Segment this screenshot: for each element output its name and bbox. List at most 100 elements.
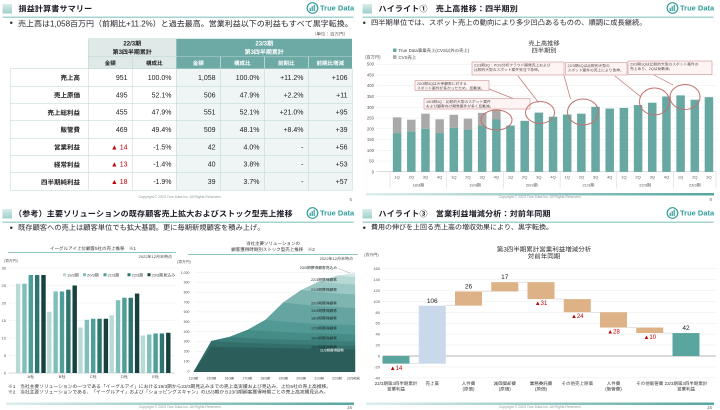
- svg-text:1Q: 1Q: [621, 175, 626, 180]
- svg-text:0: 0: [188, 369, 190, 373]
- svg-text:200: 200: [184, 350, 190, 354]
- svg-text:22/3期: 22/3期: [132, 272, 144, 277]
- svg-text:23/3期獲得顧客見込み: 23/3期獲得顧客見込み: [300, 265, 338, 270]
- svg-text:20/3期: 20/3期: [296, 377, 306, 381]
- svg-text:150: 150: [367, 137, 375, 142]
- svg-text:0: 0: [372, 169, 375, 174]
- svg-text:23/3期1Qは比較的大型のスポット案件の: 23/3期1Qは比較的大型のスポット案件の: [630, 61, 699, 66]
- svg-text:10: 10: [2, 335, 7, 340]
- svg-text:700: 700: [184, 300, 190, 304]
- svg-text:140: 140: [373, 277, 380, 282]
- svg-text:18/3期獲得顧客: 18/3期獲得顧客: [311, 316, 337, 321]
- svg-text:50: 50: [369, 159, 374, 164]
- svg-text:4Q: 4Q: [607, 175, 612, 180]
- svg-text:17/3期: 17/3期: [243, 377, 253, 381]
- svg-text:-20: -20: [374, 364, 381, 369]
- svg-text:イーグルアイ上位顧客5社の売上推移 ※1: イーグルアイ上位顧客5社の売上推移 ※1: [50, 246, 137, 251]
- svg-text:-40: -40: [374, 375, 381, 380]
- svg-text:23/3期第3四半期累計: 23/3期第3四半期累計: [665, 381, 708, 386]
- svg-text:19/3期: 19/3期: [67, 272, 79, 277]
- svg-text:400: 400: [367, 83, 375, 88]
- svg-text:営業利益: 営業利益: [677, 387, 695, 392]
- svg-text:A社: A社: [27, 374, 34, 379]
- svg-text:D社: D社: [121, 374, 128, 379]
- svg-text:2Q: 2Q: [579, 175, 584, 180]
- svg-text:21/3期: 21/3期: [583, 183, 595, 188]
- svg-text:400: 400: [184, 330, 190, 334]
- svg-text:18/3期: 18/3期: [261, 377, 271, 381]
- svg-text:2Q: 2Q: [465, 175, 470, 180]
- svg-text:対前年同期: 対前年同期: [528, 253, 561, 261]
- svg-text:23/3期見込み: 23/3期見込み: [152, 272, 176, 277]
- svg-text:120: 120: [373, 288, 380, 293]
- svg-text:20/3期3Qは大手顧客に対する: 20/3期3Qは大手顧客に対する: [417, 81, 467, 86]
- svg-text:CVS売上: CVS売上: [399, 55, 417, 60]
- svg-text:900: 900: [184, 281, 190, 285]
- svg-text:42: 42: [682, 325, 690, 332]
- svg-text:True Data: True Data: [320, 209, 355, 218]
- svg-text:15: 15: [2, 318, 7, 323]
- svg-text:2Q: 2Q: [409, 175, 414, 180]
- svg-text:300: 300: [184, 340, 190, 344]
- svg-text:True Data事業売上(CVS以外の売上): True Data事業売上(CVS以外の売上): [399, 48, 470, 53]
- svg-text:19/3期: 19/3期: [278, 377, 288, 381]
- svg-text:800: 800: [184, 290, 190, 294]
- svg-text:20/3期: 20/3期: [526, 183, 538, 188]
- svg-text:業務委託費: 業務委託費: [530, 381, 553, 386]
- svg-text:60: 60: [376, 321, 381, 326]
- svg-text:True Data: True Data: [680, 4, 715, 13]
- svg-text:21/3期: 21/3期: [108, 272, 120, 277]
- svg-text:11/3期獲得顧客: 11/3期獲得顧客: [320, 349, 345, 353]
- svg-text:▲31: ▲31: [535, 301, 548, 307]
- svg-text:2Q: 2Q: [635, 175, 640, 180]
- svg-text:3Q: 3Q: [536, 175, 541, 180]
- svg-text:True Data: True Data: [680, 209, 715, 218]
- svg-text:B社: B社: [59, 374, 66, 379]
- svg-text:(百万円): (百万円): [365, 55, 381, 60]
- svg-text:その他販管費: その他販管費: [636, 381, 663, 386]
- svg-text:106: 106: [427, 298, 438, 305]
- svg-text:20/3期: 20/3期: [87, 272, 99, 277]
- svg-text:23/3期: 23/3期: [689, 183, 701, 188]
- svg-text:(販管費): (販管費): [605, 387, 622, 392]
- svg-text:▲14: ▲14: [390, 366, 403, 372]
- svg-text:1Q: 1Q: [565, 175, 570, 180]
- svg-text:22/3期: 22/3期: [332, 377, 342, 381]
- svg-text:23/3期見込: 23/3期見込: [347, 377, 360, 381]
- svg-text:1Q: 1Q: [678, 175, 683, 180]
- svg-text:および顧客向け開発案件が多く反動減。: および顧客向け開発案件が多く反動減。: [426, 104, 494, 109]
- svg-text:20: 20: [2, 300, 7, 305]
- svg-text:11/3期: 11/3期: [189, 377, 198, 381]
- svg-text:500: 500: [367, 62, 375, 67]
- svg-text:True Data: True Data: [320, 4, 355, 13]
- svg-text:減価償却費: 減価償却費: [494, 381, 517, 386]
- svg-text:0: 0: [4, 370, 7, 375]
- svg-text:▲24: ▲24: [571, 314, 584, 320]
- svg-text:26: 26: [465, 284, 473, 291]
- svg-text:2022年12月末時点: 2022年12月末時点: [320, 256, 353, 261]
- svg-text:25: 25: [2, 283, 7, 288]
- svg-text:人件費: 人件費: [607, 381, 621, 386]
- svg-text:売上高推移: 売上高推移: [528, 40, 560, 48]
- svg-text:顧客獲得時期別ストック型売上推移 ※2: 顧客獲得時期別ストック型売上推移 ※2: [231, 247, 315, 252]
- svg-text:350: 350: [367, 94, 375, 99]
- svg-text:※1 当社主要ソリューションの一つである「イーグルアイ」にお: ※1 当社主要ソリューションの一つである「イーグルアイ」における19/3期から2…: [8, 384, 331, 390]
- svg-text:0: 0: [378, 354, 381, 359]
- svg-text:450: 450: [367, 72, 375, 77]
- svg-text:20: 20: [376, 343, 381, 348]
- svg-text:200: 200: [367, 126, 375, 131]
- svg-text:17/3期獲得顧客: 17/3期獲得顧客: [311, 326, 337, 331]
- svg-text:21/3期: 21/3期: [314, 377, 324, 381]
- svg-text:営業利益: 営業利益: [387, 387, 405, 392]
- svg-text:16/3期獲得顧客: 16/3期獲得顧客: [311, 335, 337, 340]
- svg-text:30: 30: [2, 265, 7, 270]
- svg-text:人件費: 人件費: [462, 381, 476, 386]
- svg-text:(原価): (原価): [499, 387, 511, 392]
- svg-text:22/3期獲得顧客: 22/3期獲得顧客: [311, 277, 337, 282]
- svg-text:18/3期: 18/3期: [412, 183, 424, 188]
- svg-text:売上高: 売上高: [426, 381, 440, 386]
- svg-text:20/3期獲得顧客: 20/3期獲得顧客: [311, 300, 337, 305]
- svg-text:▲10: ▲10: [643, 335, 656, 341]
- svg-text:5: 5: [4, 353, 7, 358]
- svg-text:19/3期: 19/3期: [469, 183, 481, 188]
